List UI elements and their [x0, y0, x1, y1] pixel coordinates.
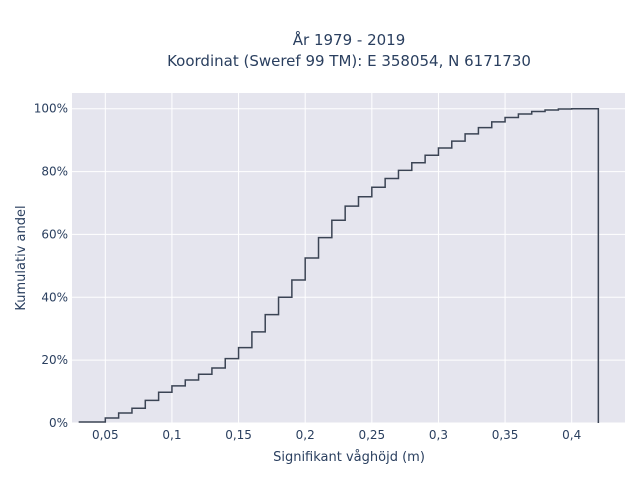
x-tick-label: 0,05: [92, 428, 119, 442]
x-tick-label: 0,25: [358, 428, 385, 442]
y-axis-label: Kumulativ andel: [14, 205, 29, 310]
x-tick-label: 0,2: [296, 428, 315, 442]
y-tick-label: 100%: [34, 102, 68, 116]
chart-title-line2: Koordinat (Sweref 99 TM): E 358054, N 61…: [167, 52, 531, 70]
x-tick-label: 0,15: [225, 428, 252, 442]
y-tick-label: 0%: [49, 416, 68, 430]
x-axis-label: Signifikant våghöjd (m): [273, 450, 425, 465]
y-tick-label: 80%: [41, 165, 68, 179]
y-tick-label: 20%: [41, 353, 68, 367]
y-tick-label: 60%: [41, 227, 68, 241]
x-tick-label: 0,35: [492, 428, 519, 442]
cdf-step-line: [78, 107, 600, 423]
plot-area: [72, 93, 625, 423]
axis-ticks: 0,05 0,1 0,15 0,2 0,25 0,3 0,35 0,4 0% 20% 40% 60% 8…: [34, 102, 582, 442]
x-tick-label: 0,1: [162, 428, 181, 442]
chart-title-line1: År 1979 - 2019: [293, 30, 406, 49]
y-tick-label: 40%: [41, 290, 68, 304]
x-tick-label: 0,4: [562, 428, 581, 442]
x-tick-label: 0,3: [429, 428, 448, 442]
